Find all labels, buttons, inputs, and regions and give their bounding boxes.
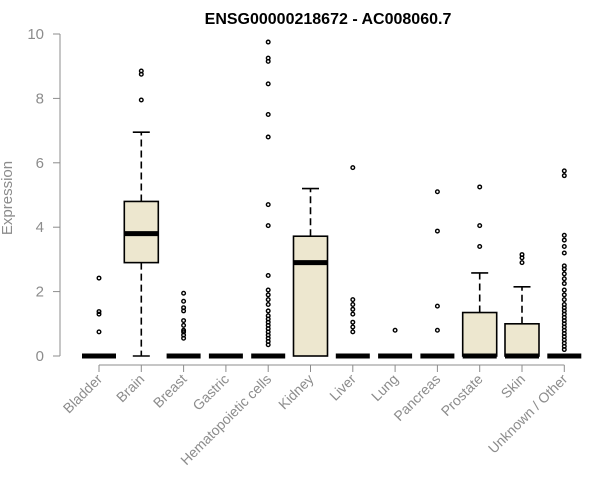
x-tick-label: Brain [113,371,147,405]
outlier-point [434,189,440,195]
outlier-point [561,244,567,250]
outlier-point [265,111,271,117]
box-brain [123,68,160,357]
box-iqr [504,322,540,357]
y-tick-label: 0 [36,348,44,365]
outlier-point [265,292,271,298]
outlier-point [181,298,187,304]
outlier-point [265,58,271,64]
box-lung [378,327,413,359]
outlier-point [434,327,440,333]
plot-area [82,39,582,359]
box-iqr [292,235,329,357]
y-tick-label: 4 [36,219,44,236]
outlier-point [350,165,356,171]
outlier-point [265,273,271,279]
outlier-point [265,301,271,307]
outlier-point [561,266,567,272]
outlier-point [561,168,567,174]
outlier-point [350,319,356,325]
outlier-point [265,223,271,229]
outlier-point [350,311,356,317]
box-bladder [82,275,116,359]
outlier-point [96,309,102,315]
y-axis: 0 2 4 6 8 10 [27,26,61,365]
x-tick-label: Breast [150,371,190,411]
x-tick-label: Skin [498,371,529,402]
outlier-point [138,71,144,77]
outlier-point [265,81,271,87]
box-hematopoietic-cells [251,39,286,359]
outlier-point [96,311,102,317]
outlier-point [265,342,271,348]
box-unknown-other [547,168,582,359]
box-skin [504,252,540,359]
x-tick-label: Liver [326,371,359,404]
outlier-point [181,308,187,314]
x-tick-label: Pancreas [390,371,443,424]
outlier-point [561,173,567,179]
outlier-point [477,244,483,250]
box-pancreas [420,189,455,359]
box-prostate [461,184,498,359]
y-tick-label: 10 [27,26,44,43]
outlier-point [265,202,271,208]
outlier-point [350,301,356,307]
outlier-point [392,327,398,333]
outlier-point [181,335,187,341]
outlier-point [181,318,187,324]
y-tick-label: 2 [36,284,44,301]
outlier-point [434,228,440,234]
outlier-point [477,223,483,229]
box-breast [166,290,201,359]
y-tick-label: 6 [36,155,44,172]
x-tick-label: Prostate [438,371,486,419]
y-tick-label: 8 [36,90,44,107]
outlier-point [561,250,567,256]
x-tick-label: Kidney [275,371,317,413]
outlier-point [265,297,271,303]
outlier-point [265,39,271,45]
outlier-point [350,329,356,335]
outlier-point [561,292,567,298]
outlier-point [350,306,356,312]
outlier-point [561,271,567,277]
box-iqr [461,311,498,357]
outlier-point [265,134,271,140]
outlier-point [561,276,567,282]
outlier-point [350,297,356,303]
box-kidney [292,187,329,357]
outlier-point [519,255,525,261]
box-liver [335,165,370,359]
outlier-point [96,275,102,281]
outlier-point [181,322,187,328]
outlier-point [561,287,567,293]
outlier-point [519,260,525,266]
x-tick-label: Bladder [60,371,106,417]
outlier-point [561,281,567,287]
x-tick-label: Unknown / Other [485,371,571,457]
outlier-point [265,308,271,314]
outlier-point [265,287,271,293]
y-axis-label: Expression [0,161,16,235]
outlier-point [96,329,102,335]
outlier-point [477,184,483,190]
outlier-point [434,303,440,309]
outlier-point [181,290,187,296]
chart-title: ENSG00000218672 - AC008060.7 [205,11,452,28]
outlier-point [138,97,144,103]
x-tick-label: Lung [368,371,401,404]
outlier-point [561,232,567,238]
outlier-point [561,347,567,353]
outlier-point [561,237,567,243]
outlier-point [561,297,567,303]
outlier-point [350,324,356,330]
